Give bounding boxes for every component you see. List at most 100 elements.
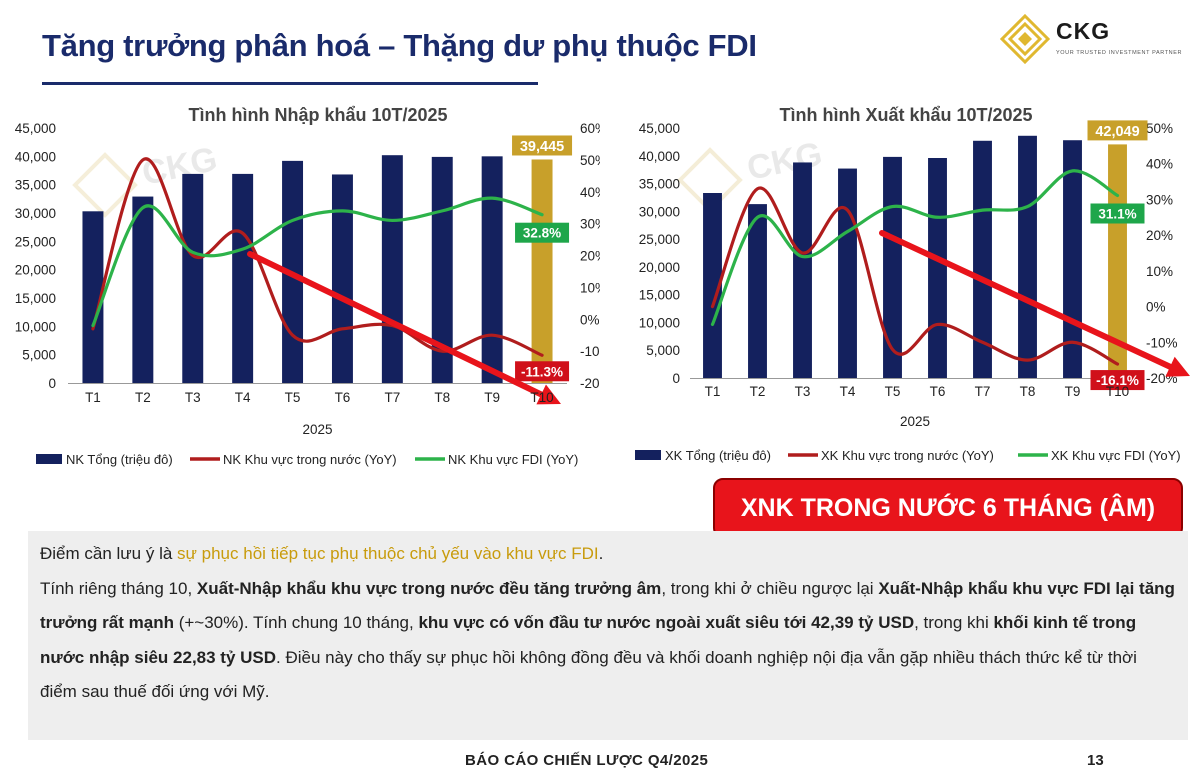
downtrend-arrow-line <box>879 230 1174 370</box>
watermark-text: CKG <box>139 140 221 193</box>
y-right-tick-label: 30% <box>580 217 600 232</box>
y-left-tick-label: 45,000 <box>15 121 56 136</box>
y-left-tick-label: 5,000 <box>646 343 680 358</box>
end-label-box <box>1090 203 1145 224</box>
x-tick-label: T1 <box>705 384 721 399</box>
y-right-tick-label: 0% <box>580 312 600 327</box>
y-right-tick-label: 30% <box>1146 192 1173 207</box>
commentary-paragraph-1: Điểm cần lưu ý là sự phục hồi tiếp tục p… <box>40 537 1178 572</box>
y-left-tick-label: 25,000 <box>15 234 56 249</box>
chart-svg: CKG Tình hình Xuất khẩu 10T/2025 0 5,000 10,… <box>635 105 1190 463</box>
highlight-label-box <box>512 135 573 156</box>
domestic-end-label: -16.1% <box>1096 373 1139 388</box>
page-title: Tăng trưởng phân hoá – Thặng dư phụ thuộ… <box>42 28 757 63</box>
note-text: , trong khi <box>914 613 994 632</box>
legend-label: NK Tổng (triệu đô) <box>66 452 173 467</box>
note-highlight: sự phục hồi tiếp tục phụ thuộc chủ yếu v… <box>177 544 599 563</box>
x-tick-label: T7 <box>384 390 400 405</box>
y-left-tick-label: 25,000 <box>639 232 680 247</box>
highlight-value-label: 39,445 <box>520 139 564 155</box>
x-tick-label: T1 <box>85 390 101 405</box>
export-chart: CKG Tình hình Xuất khẩu 10T/2025 0 5,000 10,… <box>610 95 1200 475</box>
y-right-tick-label: -10% <box>580 344 600 359</box>
end-label-box <box>515 222 570 243</box>
y-left-tick-label: 20,000 <box>15 263 56 278</box>
y-right-tick-label: 0% <box>1146 300 1166 315</box>
bar-T1 <box>82 211 104 383</box>
x-tick-label: T3 <box>795 384 811 399</box>
y-left-tick-label: 0 <box>48 376 56 391</box>
fdi-end-label: 32.8% <box>523 226 561 241</box>
domestic-end-label: -11.3% <box>521 364 563 379</box>
watermark-text: CKG <box>744 135 826 188</box>
page-number: 13 <box>1087 752 1104 769</box>
y-left-tick-label: 10,000 <box>639 315 680 330</box>
downtrend-arrow-line <box>247 251 545 398</box>
fdi-yoy-line <box>710 169 1120 327</box>
legend-label: NK Khu vực FDI (YoY) <box>448 452 578 467</box>
downtrend-arrow-head-icon <box>536 384 561 405</box>
note-text: . <box>598 544 604 563</box>
y-left-tick-label: 40,000 <box>639 149 680 164</box>
x-tick-label: T8 <box>1020 384 1036 399</box>
y-right-tick-label: 20% <box>1146 228 1173 243</box>
watermark-logo-icon <box>677 147 743 213</box>
fdi-end-label: 31.1% <box>1098 207 1136 222</box>
bar-T10 <box>531 159 553 383</box>
bar-T3 <box>182 173 204 383</box>
watermark-logo-icon <box>72 152 138 218</box>
y-left-tick-label: 10,000 <box>15 319 56 334</box>
y-left-tick-label: 5,000 <box>22 348 56 363</box>
chart-svg: CKG Tình hình Nhập khẩu 10T/2025 0 5,000 10,… <box>15 105 612 467</box>
import-chart: CKG Tình hình Nhập khẩu 10T/2025 0 5,000 10,… <box>0 95 612 475</box>
bar-T9 <box>481 156 503 383</box>
x-tick-label: T10 <box>530 390 553 405</box>
y-left-tick-label: 15,000 <box>639 288 680 303</box>
y-left-tick-label: 15,000 <box>15 291 56 306</box>
commentary-paragraph-2: Tính riêng tháng 10, Xuất-Nhập khẩu khu … <box>40 572 1178 710</box>
x-tick-label: T2 <box>750 384 766 399</box>
bar-T8 <box>1018 135 1037 378</box>
bar-T1 <box>703 193 722 378</box>
y-left-tick-label: 30,000 <box>15 206 56 221</box>
ckg-logo-icon <box>999 13 1051 65</box>
x-tick-label: T6 <box>930 384 946 399</box>
x-tick-label: T5 <box>885 384 901 399</box>
downtrend-arrow-head-icon <box>1165 356 1190 377</box>
note-text: Tính riêng tháng 10, <box>40 578 197 598</box>
domestic-trade-banner: XNK TRONG NƯỚC 6 THÁNG (ÂM) <box>713 478 1183 538</box>
bar-T5 <box>883 156 902 378</box>
y-right-tick-label: 20% <box>580 249 600 264</box>
bar-T4 <box>838 168 857 378</box>
note-bold: khu vực có vốn đầu tư nước ngoài xuất si… <box>418 613 915 632</box>
title-underline <box>42 82 538 85</box>
bar-T7 <box>973 140 992 378</box>
legend-label: NK Khu vực trong nước (YoY) <box>223 452 397 467</box>
x-tick-label: T9 <box>484 390 500 405</box>
note-text: . Điều này cho thấy sự phục hồi không đồ… <box>40 647 1137 702</box>
note-bold: Xuất-Nhập khẩu khu vực FDI lại tăng trưở… <box>40 578 1175 633</box>
x-tick-label: T8 <box>434 390 450 405</box>
y-right-tick-label: 40% <box>1146 157 1173 172</box>
brand-tagline: YOUR TRUSTED INVESTMENT PARTNER <box>1056 50 1183 56</box>
highlight-value-label: 42,049 <box>1095 124 1139 140</box>
y-right-tick-label: -20% <box>580 376 600 391</box>
note-text: , trong khi ở chiều ngược lại <box>661 578 879 598</box>
report-footer: BÁO CÁO CHIẾN LƯỢC Q4/2025 <box>465 752 709 769</box>
commentary-box: Điểm cần lưu ý là sự phục hồi tiếp tục p… <box>28 531 1188 740</box>
bar-T7 <box>381 155 403 383</box>
x-axis-year-label: 2025 <box>900 414 930 429</box>
bar-T3 <box>793 162 812 378</box>
y-right-tick-label: 50% <box>580 153 600 168</box>
x-tick-label: T3 <box>185 390 201 405</box>
y-left-tick-label: 35,000 <box>15 178 56 193</box>
y-right-tick-label: 40% <box>580 185 600 200</box>
bar-T2 <box>132 196 154 383</box>
y-left-tick-label: 0 <box>672 371 680 386</box>
bar-T6 <box>928 158 947 378</box>
commentary-text: Điểm cần lưu ý là sự phục hồi tiếp tục p… <box>40 537 1178 710</box>
bar-T4 <box>232 173 254 383</box>
note-text: Điểm cần lưu ý là <box>40 544 178 563</box>
x-tick-label: T10 <box>1106 384 1129 399</box>
fdi-yoy-line <box>91 196 544 328</box>
